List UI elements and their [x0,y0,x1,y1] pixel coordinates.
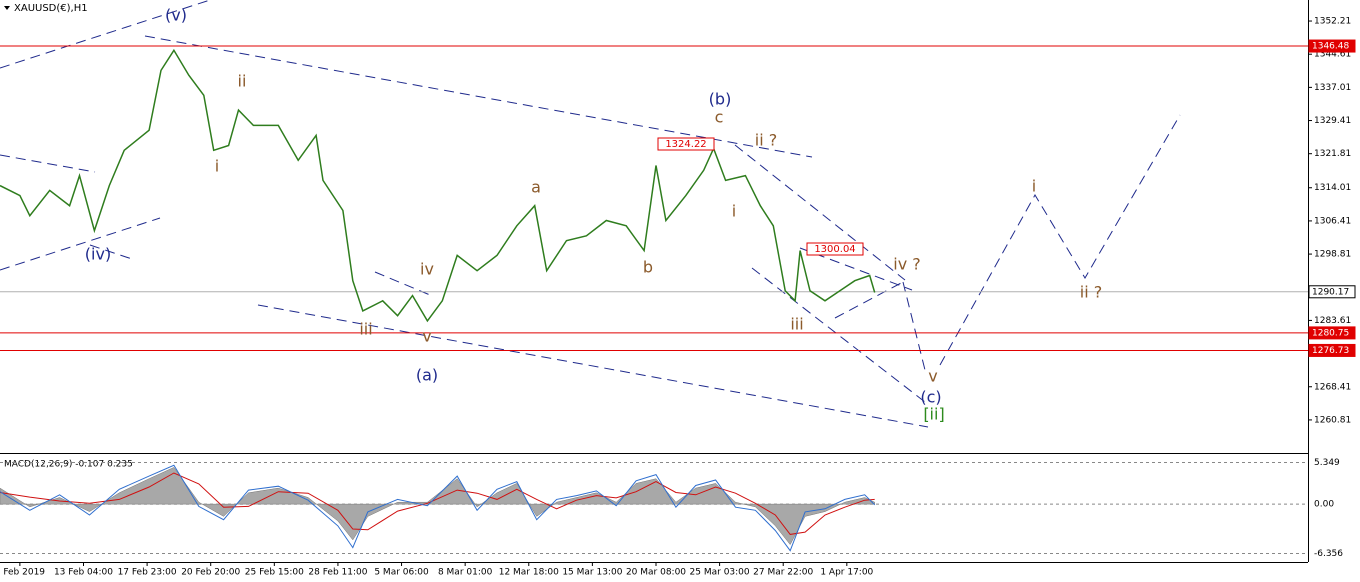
trend-line [734,144,906,281]
y-tick-label: 5.349 [1314,458,1340,468]
x-tick-label: 20 Mar 08:00 [626,568,686,578]
x-tick-label: 25 Feb 15:00 [245,568,304,578]
y-tick-label: 1283.61 [1314,316,1351,326]
price-level-box [1308,326,1356,340]
x-tick-label: 15 Mar 13:00 [562,568,622,578]
price-level-label: 1280.75 [1312,328,1349,338]
x-tick-label: 1 Apr 17:00 [820,568,873,578]
projection-line [939,114,1181,366]
price-level-label: 1290.17 [1312,287,1349,297]
wave-label: i [732,202,736,221]
x-tick-label: 12 Mar 18:00 [499,568,559,578]
wave-label: b [643,258,653,277]
wave-label: a [531,178,541,197]
menu-arrow[interactable] [4,6,10,10]
wave-label: (a) [416,366,438,385]
macd-line [0,464,876,552]
y-tick-label: 0.00 [1314,500,1334,510]
wave-label: v [928,367,937,386]
y-tick-label: 1329.41 [1314,116,1351,126]
wave-label: (c) [920,388,941,407]
y-tick-label: 1314.01 [1314,183,1351,193]
price-box-label: 1324.22 [665,139,706,150]
wave-label: iii [359,320,372,339]
y-tick-label: 1306.41 [1314,216,1351,226]
price-line [0,48,876,323]
wave-label: c [715,108,724,127]
x-tick-label: 8 Feb 2019 [0,568,45,578]
wave-label: i [215,157,219,176]
x-tick-label: 17 Feb 23:00 [118,568,177,578]
price-box [657,137,715,151]
trend-line [751,267,926,403]
price-level-box [1308,343,1356,357]
y-tick-label: 1352.21 [1314,17,1351,27]
y-tick-label: 1337.01 [1314,83,1351,93]
x-tick-label: 20 Feb 20:00 [181,568,240,578]
wave-label: ii ? [755,131,777,150]
y-tick-label: 1298.81 [1314,250,1351,260]
price-box-label: 1300.04 [814,244,855,255]
x-tick-label: 25 Mar 03:00 [690,568,750,578]
wave-label: i [1032,177,1036,196]
wave-label: [ii] [923,405,944,424]
x-tick-label: 13 Feb 04:00 [54,568,113,578]
trend-line [0,154,96,173]
macd-line [0,472,875,535]
wave-label: ii ? [1080,283,1102,302]
wave-label: v [422,327,431,346]
trend-line [257,304,929,428]
y-tick-label: 1268.41 [1314,382,1351,392]
trend-line [374,271,431,296]
indicator-title: MACD(12,26,9) -0.107 0.235 [4,460,133,470]
price-box [806,242,864,256]
y-tick-label: -6.356 [1314,549,1343,559]
symbol-label: XAUUSD(€),H1 [14,3,88,14]
x-tick-label: 27 Mar 22:00 [753,568,813,578]
wave-label: ii [238,72,247,91]
wave-label: iv [420,260,434,279]
trend-line [0,0,211,69]
trend-line [144,35,813,158]
y-tick-label: 1260.81 [1314,415,1351,425]
price-level-label: 1346.48 [1312,42,1349,52]
y-tick-label: 1344.61 [1314,50,1351,60]
macd-histogram [0,467,875,546]
wave-label: iii [790,315,803,334]
x-tick-label: 5 Mar 06:00 [374,568,429,578]
trend-line [89,244,136,261]
trend-line [0,217,161,271]
wave-label: (b) [709,90,732,109]
y-tick-label: 1321.81 [1314,149,1351,159]
wave-label: (iv) [85,245,111,264]
x-tick-label: 28 Feb 11:00 [308,568,367,578]
x-tick-label: 8 Mar 01:00 [438,568,493,578]
price-level-label: 1276.73 [1312,346,1349,356]
trend-line [834,281,904,319]
price-level-box [1308,285,1356,299]
price-level-box [1308,39,1356,53]
wave-label: (v) [165,6,187,25]
wave-label: iv ? [893,255,921,274]
